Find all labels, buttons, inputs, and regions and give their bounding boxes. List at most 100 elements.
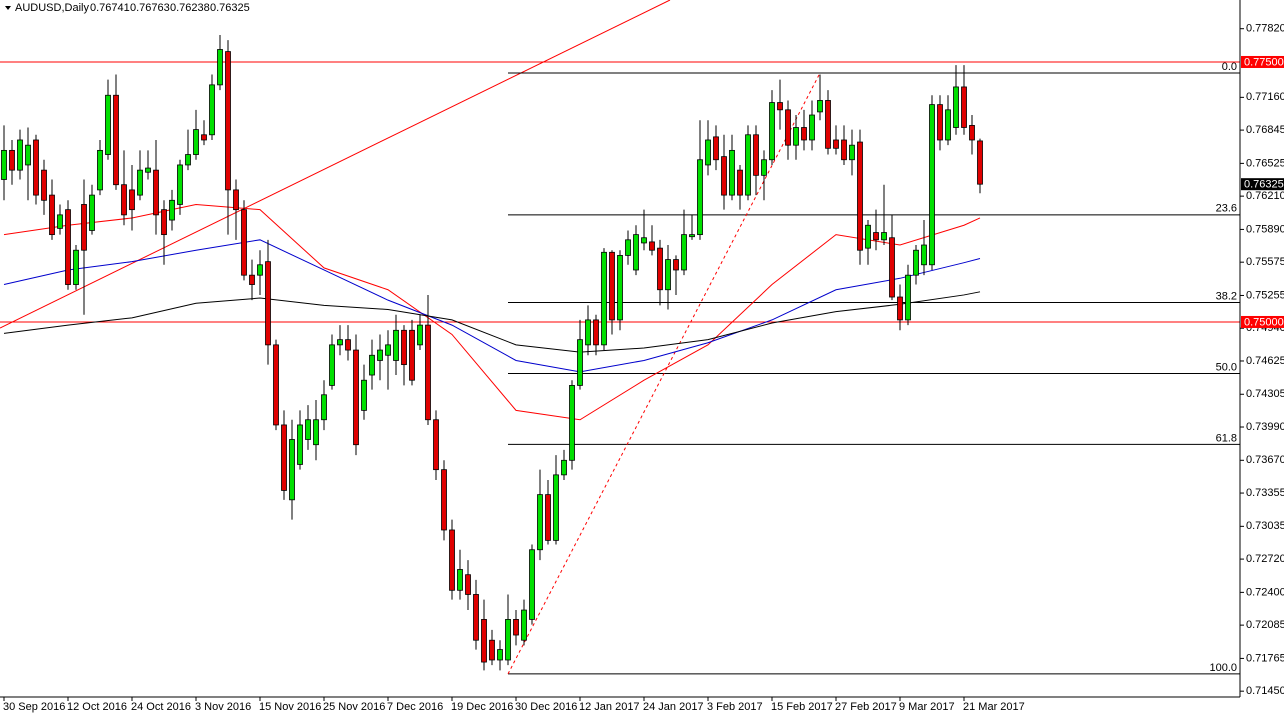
candle-body	[849, 144, 855, 161]
y-tick-label: 0.73670	[1246, 454, 1284, 466]
candle-body	[521, 609, 527, 641]
y-tick-label: 0.74305	[1246, 388, 1284, 400]
candle-body	[505, 619, 511, 661]
candle-body	[169, 199, 175, 221]
candle-body	[465, 574, 471, 595]
candle-body	[585, 319, 591, 346]
fib-label: 61.8	[1216, 432, 1237, 444]
trend-line	[0, 0, 671, 329]
price-label: 0.77500	[1244, 56, 1284, 68]
candle-body	[57, 214, 63, 229]
candle-body	[481, 619, 487, 663]
symbol: AUDUSD,Daily	[15, 2, 89, 14]
y-tick-label: 0.72400	[1246, 586, 1284, 598]
candle-body	[617, 255, 623, 321]
candle-body	[225, 51, 231, 191]
candle-body	[457, 569, 463, 591]
candle-body	[97, 149, 103, 191]
candle-body	[657, 247, 663, 291]
x-tick-label: 15 Nov 2016	[259, 701, 321, 713]
x-tick-label: 25 Nov 2016	[323, 701, 385, 713]
candle-body	[785, 109, 791, 146]
y-tick-label: 0.77160	[1246, 91, 1284, 103]
y-tick-label: 0.76525	[1246, 157, 1284, 169]
candle-body	[641, 237, 647, 244]
candle-body	[921, 244, 927, 266]
candle-body	[737, 169, 743, 196]
candle-body	[1, 149, 7, 180]
candle-body	[65, 209, 71, 285]
candle-body	[177, 164, 183, 205]
fib-label: 100.0	[1209, 662, 1237, 674]
candle-body	[729, 149, 735, 196]
plot-area	[0, 34, 1240, 675]
candle-body	[81, 204, 87, 251]
candle-body	[249, 274, 255, 285]
candle-body	[593, 319, 599, 346]
candle-body	[553, 474, 559, 541]
candle-body	[201, 134, 207, 141]
candle-body	[41, 169, 47, 201]
candle-body	[361, 379, 367, 411]
candle-body	[297, 424, 303, 465]
candle-body	[25, 144, 31, 166]
candle-body	[889, 237, 895, 298]
fib-label: 0.0	[1222, 61, 1237, 73]
candle-body	[401, 329, 407, 366]
candle-body	[265, 261, 271, 346]
candle-body	[409, 329, 415, 381]
candle-body	[417, 324, 423, 346]
candle-body	[569, 385, 575, 461]
candle-body	[537, 494, 543, 551]
candle-body	[905, 274, 911, 321]
candle-body	[329, 344, 335, 386]
candle-body	[753, 134, 759, 176]
candle-body	[825, 100, 831, 149]
y-tick-label: 0.76845	[1246, 124, 1284, 136]
x-tick-label: 24 Oct 2016	[131, 701, 191, 713]
candle-body	[129, 189, 135, 211]
candle-body	[385, 344, 391, 356]
x-tick-label: 27 Feb 2017	[835, 701, 897, 713]
candle-body	[529, 549, 535, 620]
y-tick-label: 0.77820	[1246, 23, 1284, 35]
candle-body	[241, 209, 247, 276]
candle-body	[913, 249, 919, 276]
candle-body	[17, 139, 23, 171]
x-tick-label: 7 Dec 2016	[387, 701, 443, 713]
x-tick-label: 3 Feb 2017	[707, 701, 763, 713]
menu-arrow	[5, 6, 11, 10]
y-tick-label: 0.72085	[1246, 619, 1284, 631]
candle-body	[841, 139, 847, 161]
candle-body	[185, 154, 191, 166]
candle-body	[689, 234, 695, 238]
ohlc-low: 0.76238	[170, 2, 210, 14]
ohlc-open: 0.76741	[90, 2, 130, 14]
candle-body	[209, 84, 215, 136]
x-tick-label: 9 Mar 2017	[899, 701, 955, 713]
candle-body	[761, 159, 767, 176]
candle-body	[121, 184, 127, 216]
candle-body	[793, 127, 799, 146]
price-label: 0.75000	[1244, 316, 1284, 328]
candle-body	[609, 251, 615, 321]
candle-body	[881, 232, 887, 241]
y-tick-label: 0.71450	[1246, 685, 1284, 697]
candle-body	[161, 209, 167, 236]
candle-body	[777, 102, 783, 111]
candle-body	[809, 114, 815, 141]
moving-average	[3, 291, 981, 353]
candle-body	[353, 349, 359, 446]
candle-body	[9, 149, 15, 171]
candle-body	[873, 232, 879, 241]
candle-body	[545, 494, 551, 541]
candle-body	[425, 324, 431, 421]
candle-body	[113, 94, 119, 186]
candle-body	[449, 529, 455, 591]
x-tick-label: 3 Nov 2016	[195, 701, 251, 713]
candle-body	[681, 234, 687, 271]
candle-body	[769, 102, 775, 161]
candle-body	[497, 649, 503, 661]
candle-body	[89, 194, 95, 231]
candle-body	[369, 354, 375, 376]
